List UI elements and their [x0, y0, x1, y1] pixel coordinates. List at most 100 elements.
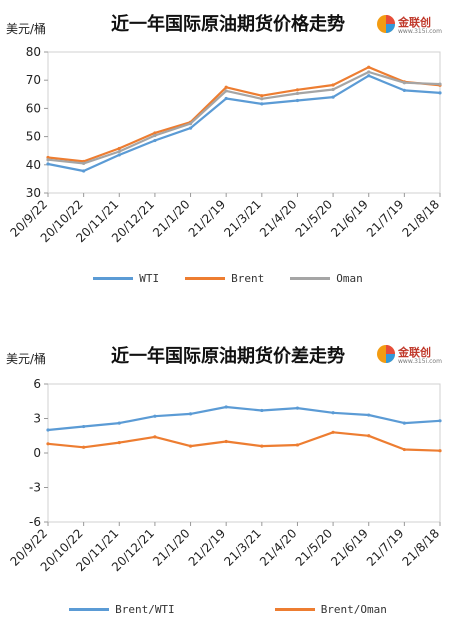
x-tick-label: 21/7/19: [364, 526, 407, 569]
legend-item: WTI: [93, 272, 159, 285]
legend-swatch: [69, 608, 110, 611]
x-tick-label: 21/8/18: [400, 197, 443, 240]
data-point: [82, 161, 86, 165]
data-point: [402, 88, 406, 92]
y-tick-label: 50: [26, 130, 41, 144]
data-point: [224, 439, 228, 444]
y-tick-label: -6: [29, 515, 41, 529]
x-tick-label: 21/7/19: [364, 197, 407, 240]
x-tick-label: 21/5/20: [293, 526, 336, 569]
data-point: [153, 131, 157, 135]
data-point: [367, 70, 371, 74]
chart-legend: Brent/WTI Brent/Oman: [0, 603, 456, 616]
legend-item: Brent: [185, 272, 264, 285]
x-tick-label: 21/6/19: [328, 197, 371, 240]
data-point: [46, 162, 50, 166]
data-point: [224, 96, 228, 101]
data-point: [153, 414, 157, 418]
x-tick-label: 21/5/20: [293, 197, 336, 240]
data-point: [260, 444, 264, 448]
brand-logo: 金联创 www.315i.com: [376, 342, 446, 370]
data-point: [367, 74, 371, 78]
data-point: [117, 149, 121, 154]
logo-brand-text: 金联创: [398, 346, 431, 359]
y-tick-label: 40: [26, 158, 41, 172]
data-point: [260, 408, 264, 413]
data-point: [367, 65, 371, 69]
y-tick-label: -3: [29, 481, 41, 495]
logo-site-text: www.315i.com: [398, 28, 442, 35]
price-chart-panel: 美元/桶 近一年国际原油期货价格走势 金联创 www.315i.com 30 40…: [0, 0, 456, 300]
data-point: [117, 146, 121, 151]
data-point: [367, 413, 371, 417]
data-point: [117, 421, 121, 425]
y-tick-label: 30: [26, 186, 41, 200]
y-tick-label: 70: [26, 73, 41, 87]
data-point: [224, 89, 228, 93]
data-point: [331, 87, 335, 92]
legend-label: Brent/WTI: [115, 603, 175, 616]
data-point: [188, 122, 193, 126]
data-point: [153, 133, 157, 138]
brand-logo: 金联创 www.315i.com: [376, 12, 446, 40]
series-line-brent-oman: [47, 431, 441, 452]
y-unit-label: 美元/桶: [6, 352, 47, 366]
data-point: [188, 412, 193, 416]
data-point: [188, 444, 193, 448]
data-point: [331, 95, 335, 99]
legend-swatch: [93, 277, 134, 280]
chart-title: 近一年国际原油期货价差走势: [111, 346, 345, 367]
y-tick-label: 60: [26, 101, 41, 115]
data-point: [331, 83, 335, 87]
x-tick-label: 21/1/20: [150, 526, 193, 569]
legend-swatch: [185, 277, 226, 280]
data-point: [295, 91, 300, 96]
legend-item: Oman: [290, 272, 363, 285]
data-point: [295, 406, 300, 410]
data-point: [82, 169, 86, 173]
data-point: [402, 447, 406, 452]
legend-label: Oman: [336, 272, 363, 285]
data-point: [46, 155, 50, 160]
data-point: [46, 442, 50, 446]
plot-area: [47, 383, 441, 523]
legend-swatch: [274, 608, 315, 611]
x-tick-label: 21/8/18: [400, 526, 443, 569]
logo-site-text: www.315i.com: [398, 358, 442, 365]
legend-item: Brent/Oman: [274, 603, 387, 616]
logo-brand-text: 金联创: [398, 16, 431, 29]
data-point: [331, 430, 335, 434]
data-point: [438, 91, 442, 95]
y-tick-label: 0: [33, 446, 41, 460]
data-point: [260, 97, 264, 101]
data-point: [117, 441, 121, 445]
plot-area: [47, 51, 441, 194]
x-tick-label: 21/2/19: [186, 526, 229, 569]
spread-line-chart: -6-303620/9/2220/10/2220/11/2120/12/2121…: [8, 377, 443, 574]
series-line-wti: [47, 74, 441, 173]
x-tick-label: 21/3/21: [221, 526, 264, 569]
data-point: [402, 421, 406, 425]
x-tick-label: 21/4/20: [257, 197, 300, 240]
y-tick-label: 80: [26, 45, 41, 59]
x-tick-label: 21/1/20: [150, 197, 193, 240]
y-unit-label: 美元/桶: [6, 22, 47, 36]
data-point: [331, 411, 335, 415]
data-point: [367, 434, 371, 438]
data-point: [188, 126, 193, 130]
series-line-brent-wti: [47, 405, 441, 432]
y-tick-label: 3: [33, 412, 41, 426]
data-point: [82, 424, 86, 429]
logo-mark-icon: [377, 15, 395, 33]
data-point: [153, 138, 157, 143]
data-point: [82, 445, 86, 449]
data-point: [295, 98, 300, 103]
data-point: [402, 81, 406, 85]
chart-title: 近一年国际原油期货价格走势: [111, 14, 345, 35]
legend-item: Brent/WTI: [69, 603, 175, 616]
x-tick-label: 21/3/21: [221, 197, 264, 240]
legend-label: Brent: [231, 272, 265, 285]
x-tick-label: 21/4/20: [257, 526, 300, 569]
data-point: [46, 158, 50, 162]
chart-legend: WTI Brent Oman: [0, 272, 456, 285]
